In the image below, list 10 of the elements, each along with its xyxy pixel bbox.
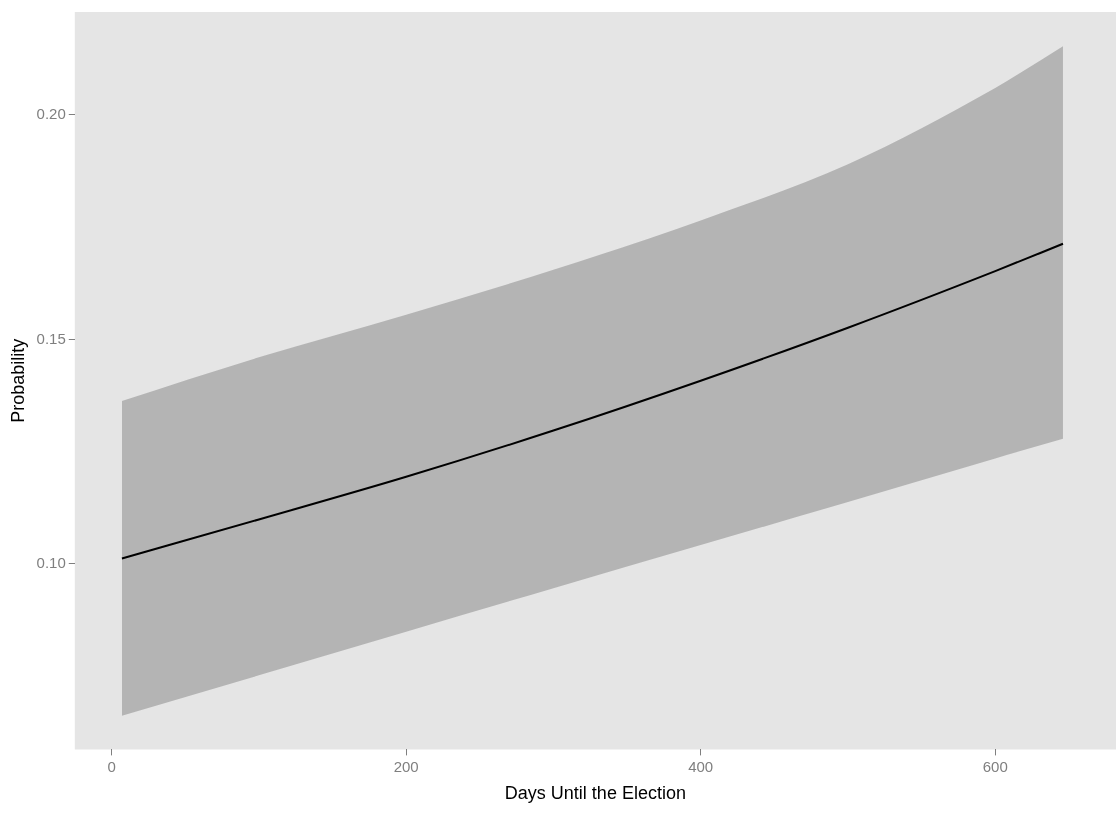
x-tick-label: 400 — [688, 757, 714, 775]
x-axis-title: Days Until the Election — [504, 783, 686, 804]
y-tick-label: 0.10 — [36, 554, 66, 572]
x-tick-label: 0 — [107, 757, 116, 775]
x-tick-label: 600 — [982, 757, 1008, 775]
y-tick-label: 0.20 — [36, 104, 66, 122]
x-tick-label: 200 — [393, 757, 419, 775]
y-tick-label: 0.15 — [36, 329, 66, 347]
y-axis-title: Probability — [7, 338, 28, 423]
line-series — [120, 242, 1064, 560]
